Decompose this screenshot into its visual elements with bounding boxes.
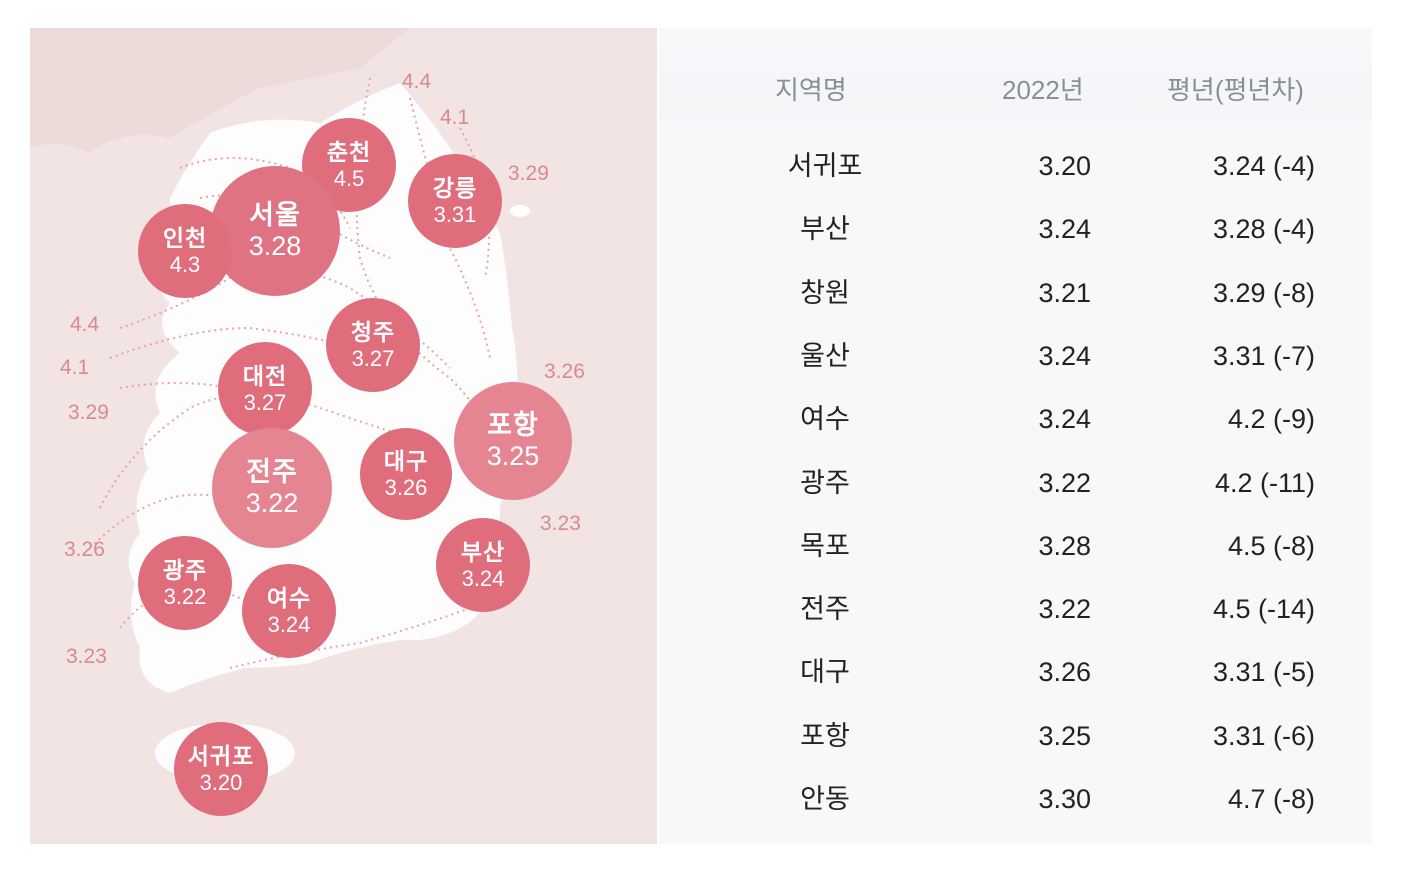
city-value: 3.24 (461, 565, 505, 591)
region-cell: 대구 (800, 657, 850, 688)
region-cell: 창원 (800, 277, 850, 308)
table-row: 목포 3.28 4.5 (-8) (659, 515, 1372, 578)
city-name: 광주 (162, 557, 208, 584)
city-value: 3.24 (267, 611, 311, 637)
city-value: 4.5 (333, 165, 365, 191)
table-row: 창원 3.21 3.29 (-8) (659, 262, 1372, 325)
region-cell: 울산 (800, 340, 850, 371)
year-cell: 3.24 (1038, 404, 1091, 435)
year-cell: 3.22 (1038, 594, 1091, 625)
isoline-label: 4.4 (402, 70, 432, 93)
city-value: 3.28 (248, 231, 302, 261)
city-value: 3.22 (245, 488, 299, 518)
normal-cell: 3.31 (-5) (1212, 657, 1315, 688)
isoline-label: 4.1 (440, 106, 470, 129)
isoline-label: 3.29 (508, 162, 549, 185)
city-bubble-gangneung: 강릉 3.31 (408, 154, 502, 248)
bloom-table: 지역명 2022년 평년(평년차) 서귀포 3.20 3.24 (-4) 부산 3.24… (659, 28, 1372, 844)
header-region: 지역명 (775, 75, 847, 105)
normal-cell: 4.2 (-9) (1227, 404, 1315, 435)
year-cell: 3.22 (1038, 467, 1091, 498)
normal-cell: 4.7 (-8) (1227, 784, 1315, 814)
table-row: 전주 3.22 4.5 (-14) (659, 578, 1372, 641)
city-name: 청주 (350, 319, 396, 346)
table-row: 부산 3.24 3.28 (-4) (659, 198, 1372, 261)
city-value: 3.27 (243, 389, 287, 415)
region-cell: 서귀포 (787, 151, 863, 181)
city-name: 포항 (487, 409, 539, 440)
isoline-label: 3.23 (66, 645, 107, 668)
isoline-label: 3.29 (68, 401, 109, 424)
city-bubble-seoul: 서울 3.28 (210, 166, 340, 296)
year-cell: 3.24 (1038, 214, 1091, 245)
region-cell: 목포 (800, 530, 850, 561)
region-cell: 광주 (800, 467, 850, 498)
table-row: 광주 3.22 4.2 (-11) (659, 452, 1372, 515)
city-bubble-seogwipo: 서귀포 3.20 (174, 722, 268, 816)
table-row: 대구 3.26 3.31 (-5) (659, 641, 1372, 704)
city-name: 서울 (249, 199, 301, 230)
city-bubble-pohang: 포항 3.25 (454, 382, 572, 500)
city-value: 3.25 (486, 441, 540, 471)
year-cell: 3.28 (1038, 530, 1091, 561)
city-value: 3.31 (433, 201, 477, 227)
city-name: 부산 (460, 539, 506, 566)
normal-cell: 3.24 (-4) (1212, 151, 1315, 181)
city-value: 3.26 (384, 474, 428, 500)
city-value: 3.22 (163, 583, 207, 609)
year-cell: 3.26 (1038, 657, 1091, 688)
city-bubble-gwangju: 광주 3.22 (138, 536, 232, 630)
city-name: 춘천 (326, 139, 372, 166)
city-value: 3.20 (199, 769, 243, 795)
city-bubble-yeosu: 여수 3.24 (242, 564, 336, 658)
city-name: 인천 (162, 225, 208, 252)
city-bubble-cheongju: 청주 3.27 (326, 298, 420, 392)
region-cell: 안동 (800, 784, 850, 814)
year-cell: 3.30 (1038, 784, 1091, 814)
isoline-label: 3.26 (64, 538, 105, 561)
table-row: 안동 3.30 4.7 (-8) (659, 768, 1372, 831)
city-bubble-daejeon: 대전 3.27 (218, 342, 312, 436)
city-name: 강릉 (432, 175, 478, 202)
city-bubble-busan: 부산 3.24 (436, 518, 530, 612)
region-cell: 부산 (800, 214, 850, 245)
normal-cell: 4.5 (-8) (1227, 530, 1315, 561)
region-cell: 포항 (800, 720, 850, 751)
city-bubble-jeonju: 전주 3.22 (212, 428, 332, 548)
year-cell: 3.21 (1038, 277, 1091, 308)
normal-cell: 3.28 (-4) (1212, 214, 1315, 245)
normal-cell: 3.29 (-8) (1212, 277, 1315, 308)
normal-cell: 4.5 (-14) (1212, 594, 1315, 625)
table-row: 여수 3.24 4.2 (-9) (659, 388, 1372, 451)
normal-cell: 3.31 (-6) (1212, 720, 1315, 751)
table-header: 지역명 2022년 평년(평년차) (659, 28, 1372, 120)
city-value: 3.27 (351, 345, 395, 371)
year-cell: 3.25 (1038, 720, 1091, 751)
isoline-label: 4.1 (60, 356, 90, 379)
isoline-label: 3.26 (544, 360, 585, 383)
normal-cell: 4.2 (-11) (1214, 467, 1315, 498)
city-name: 대전 (242, 363, 288, 390)
city-name: 대구 (383, 448, 429, 475)
city-name: 서귀포 (187, 743, 255, 770)
region-cell: 전주 (800, 594, 850, 625)
table-row: 포항 3.25 3.31 (-6) (659, 705, 1372, 768)
city-value: 4.3 (169, 251, 201, 277)
table-row: 서귀포 3.20 3.24 (-4) (659, 135, 1372, 198)
header-year: 2022년 (1002, 75, 1084, 105)
isoline-label: 4.4 (70, 313, 100, 336)
normal-cell: 3.31 (-7) (1212, 340, 1315, 371)
year-cell: 3.24 (1038, 340, 1091, 371)
isoline-label: 3.23 (540, 512, 581, 535)
city-name: 전주 (246, 456, 298, 487)
year-cell: 3.20 (1038, 151, 1091, 181)
city-bubble-incheon: 인천 4.3 (138, 204, 232, 298)
table-row: 울산 3.24 3.31 (-7) (659, 325, 1372, 388)
bloom-map: 4.4 4.1 3.29 4.4 4.1 3.29 3.26 3.23 3.26… (30, 28, 657, 844)
region-cell: 여수 (800, 404, 850, 435)
city-bubble-daegu: 대구 3.26 (360, 428, 452, 520)
city-name: 여수 (266, 585, 312, 612)
header-normal: 평년(평년차) (1167, 75, 1304, 105)
